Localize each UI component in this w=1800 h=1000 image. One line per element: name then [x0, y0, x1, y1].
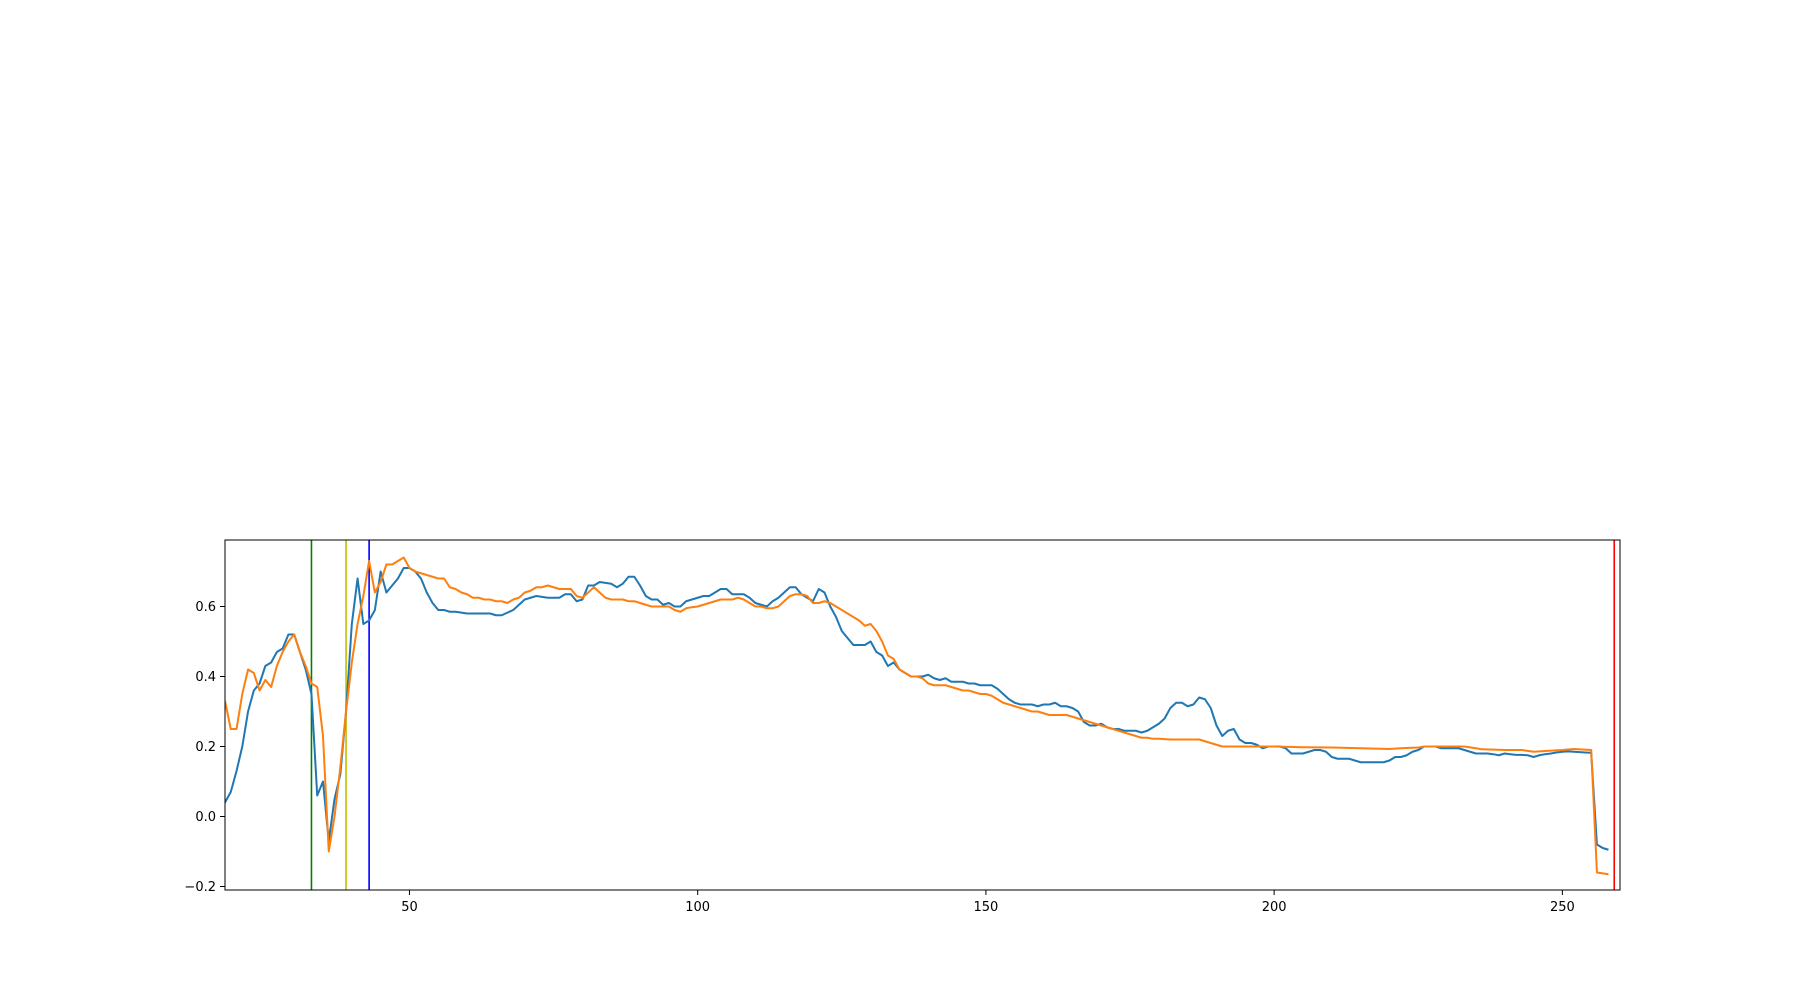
y-tick-label: 0.6 — [195, 600, 216, 615]
x-tick-label: 150 — [973, 900, 998, 915]
y-tick-label: −0.2 — [184, 880, 216, 895]
y-tick-label: 0.0 — [195, 810, 216, 825]
series-lines — [225, 556, 1609, 876]
y-tick-label: 0.2 — [195, 740, 216, 755]
plot-frame — [224, 539, 1621, 891]
y-tick-label: 0.4 — [195, 670, 216, 685]
x-tick-label: 200 — [1262, 900, 1287, 915]
series-line-1 — [225, 556, 1609, 876]
series-line-0 — [225, 567, 1609, 851]
x-tick-label: 100 — [685, 900, 710, 915]
x-tick-label: 250 — [1550, 900, 1575, 915]
y-axis: −0.2 0.0 0.2 0.4 0.6 — [184, 600, 225, 895]
reference-lines — [310, 540, 1616, 890]
x-tick-label: 50 — [401, 900, 418, 915]
x-axis: 50 100 150 200 250 — [401, 890, 1575, 915]
